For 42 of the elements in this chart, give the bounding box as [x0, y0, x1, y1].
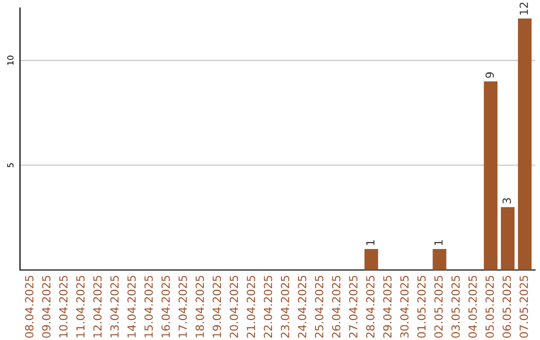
x-tick-label: 26.04.2025: [332, 276, 340, 338]
x-tick-label: 16.04.2025: [161, 276, 170, 338]
data-label: 12: [520, 2, 528, 14]
data-label: 3: [502, 198, 511, 204]
bar: [364, 249, 378, 270]
x-tick-label: 15.04.2025: [144, 276, 153, 338]
x-tick-label: 23.04.2025: [280, 276, 290, 338]
x-tick-label: 18.04.2025: [196, 276, 204, 338]
x-tick-label: 03.05.2025: [451, 276, 460, 338]
x-tick-label: 25.04.2025: [314, 276, 324, 338]
x-tick-label: 13.04.2025: [110, 276, 119, 338]
x-tick-label: 27.04.2025: [349, 276, 358, 338]
bar: [432, 249, 446, 270]
x-tick-label: 21.04.2025: [246, 276, 256, 338]
x-tick-label: 30.04.2025: [400, 276, 409, 338]
y-tick-label: 5: [7, 163, 14, 168]
bar: [518, 18, 532, 270]
x-tick-label: 02.05.2025: [434, 276, 443, 338]
x-tick-label: 29.04.2025: [383, 276, 392, 338]
bar: [484, 81, 498, 270]
x-tick-label: 05.05.2025: [485, 276, 494, 338]
x-tick-label: 19.04.2025: [212, 276, 222, 338]
x-tick-label: 08.04.2025: [25, 276, 34, 338]
x-tick-label: 04.05.2025: [468, 276, 477, 338]
data-label: 1: [434, 240, 443, 246]
x-tick-label: 09.04.2025: [42, 276, 51, 338]
y-tick-label: 10: [7, 56, 14, 65]
x-tick-label: 14.04.2025: [127, 276, 136, 338]
x-tick-label: 12.04.2025: [93, 276, 102, 338]
x-tick-label: 20.04.2025: [230, 276, 238, 338]
x-tick-label: 10.04.2025: [59, 276, 68, 338]
x-tick-label: 28.04.2025: [366, 276, 375, 338]
x-tick-label: 07.05.2025: [520, 276, 528, 338]
x-tick-label: 17.04.2025: [178, 276, 187, 338]
bar: [500, 207, 515, 270]
x-tick-label: 06.05.2025: [502, 276, 511, 338]
x-tick-label: 22.04.2025: [264, 276, 272, 338]
data-label: 1: [366, 240, 374, 246]
data-label: 9: [485, 72, 494, 78]
x-tick-label: 01.05.2025: [417, 276, 426, 338]
x-tick-label: 24.04.2025: [298, 276, 306, 338]
x-tick-label: 11.04.2025: [76, 276, 85, 338]
